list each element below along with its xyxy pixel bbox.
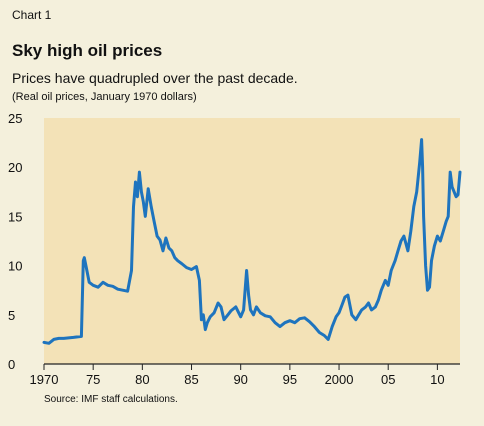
x-tick-label: 85 (184, 372, 198, 387)
chart-number: Chart 1 (12, 8, 52, 22)
x-tick-label: 75 (86, 372, 100, 387)
x-tick-label: 05 (381, 372, 395, 387)
y-tick-label: 25 (8, 111, 22, 126)
chart-units-note: (Real oil prices, January 1970 dollars) (12, 91, 197, 103)
y-tick-label: 0 (8, 357, 15, 372)
y-tick-label: 10 (8, 259, 22, 274)
chart-title: Sky high oil prices (12, 41, 163, 60)
plot-area (44, 118, 460, 364)
x-tick-label: 80 (135, 372, 149, 387)
x-tick-label: 2000 (325, 372, 354, 387)
chart-subtitle: Prices have quadrupled over the past dec… (12, 70, 298, 86)
source-note: Source: IMF staff calculations. (44, 394, 178, 405)
y-tick-label: 15 (8, 209, 22, 224)
x-tick-label: 90 (233, 372, 247, 387)
y-tick-label: 5 (8, 308, 15, 323)
x-tick-label: 10 (430, 372, 444, 387)
x-tick-label: 95 (283, 372, 297, 387)
x-tick-label: 1970 (30, 372, 59, 387)
y-tick-label: 20 (8, 160, 22, 175)
series-line-oil-price (42, 138, 462, 345)
